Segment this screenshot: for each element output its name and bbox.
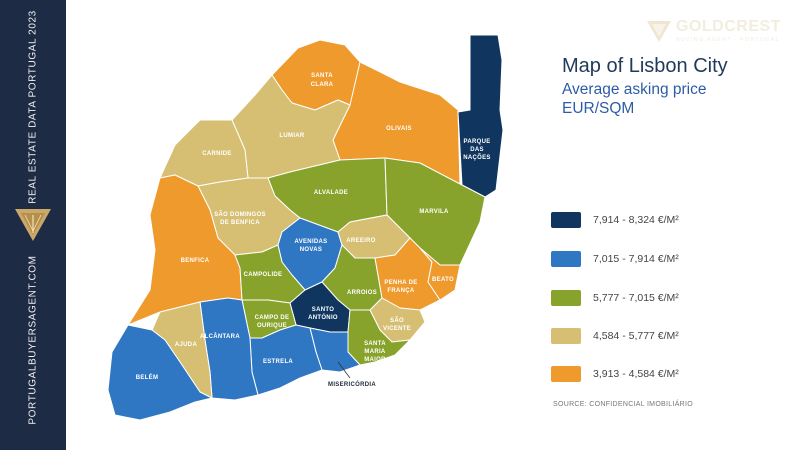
- label-penha-2: FRANÇA: [387, 288, 414, 294]
- legend-swatch: [551, 366, 581, 382]
- label-santa-maria-maior-2: MARIA: [364, 349, 386, 355]
- legend-item-tier1: 7,914 - 8,324 €/M²: [551, 212, 679, 228]
- brand-logo: GOLDCREST BUYING AGENT · PORTUGAL: [646, 18, 786, 48]
- goldcrest-icon: [647, 21, 671, 42]
- legend-item-tier4: 4,584 - 5,777 €/M²: [551, 328, 679, 344]
- label-santa-clara: SANTA: [311, 73, 333, 79]
- map-subtitle-line2: EUR/SQM: [562, 100, 635, 117]
- parish-beato[interactable]: [419, 247, 461, 301]
- sidebar: REAL ESTATE DATA PORTUGAL 2023 PORTUGALB…: [0, 0, 66, 450]
- label-campo-de-ourique-2: OURIQUE: [257, 323, 287, 329]
- legend-item-tier5: 3,913 - 4,584 €/M²: [551, 366, 679, 382]
- legend-label: 5,777 - 7,015 €/M²: [593, 292, 679, 304]
- label-arroios: ARROIOS: [347, 290, 377, 296]
- label-santo-antonio-2: ANTÓNIO: [308, 313, 338, 321]
- parish-belem[interactable]: [107, 324, 213, 421]
- label-estrela: ESTRELA: [263, 359, 293, 365]
- label-benfica: BENFICA: [181, 258, 210, 264]
- label-parque: PARQUE: [463, 139, 490, 145]
- label-parque-2: DAS: [470, 147, 484, 153]
- label-avenidas-novas-2: NOVAS: [300, 247, 322, 253]
- label-marvila: MARVILA: [419, 209, 449, 215]
- label-santa-clara-2: CLARA: [311, 82, 334, 88]
- label-alcantara: ALCÂNTARA: [200, 333, 240, 340]
- label-santa-maria-maior: SANTA: [364, 341, 386, 347]
- legend-item-tier2: 7,015 - 7,914 €/M²: [551, 251, 679, 267]
- label-sao-domingos-2: DE BENFICA: [220, 220, 260, 226]
- map-subtitle-line1: Average asking price: [562, 81, 707, 98]
- legend-swatch: [551, 251, 581, 267]
- parish-parque-das-nacoes[interactable]: [457, 34, 504, 198]
- label-sao-vicente-2: VICENTE: [383, 326, 411, 332]
- label-carnide: CARNIDE: [202, 151, 231, 157]
- label-alvalade: ALVALADE: [314, 190, 348, 196]
- legend-swatch: [551, 212, 581, 228]
- legend-label: 3,913 - 4,584 €/M²: [593, 368, 679, 380]
- label-campo-de-ourique: CAMPO DE: [255, 315, 290, 321]
- label-ajuda: AJUDA: [175, 342, 198, 348]
- label-campolide: CAMPOLIDE: [244, 272, 283, 278]
- label-parque-3: NAÇÕES: [463, 154, 490, 161]
- label-avenidas-novas: AVENIDAS: [295, 239, 328, 245]
- source-note: SOURCE: CONFIDENCIAL IMOBILIÁRIO: [553, 401, 694, 408]
- legend-label: 7,914 - 8,324 €/M²: [593, 214, 679, 226]
- label-areeiro: AREEIRO: [346, 238, 375, 244]
- label-penha: PENHA DE: [384, 280, 417, 286]
- misericordia-leader-line: [337, 361, 351, 379]
- legend-label: 7,015 - 7,914 €/M²: [593, 253, 679, 265]
- triangle-logo-icon: [15, 209, 51, 241]
- label-santa-maria-maior-3: MAIOR: [364, 357, 386, 363]
- legend-swatch: [551, 328, 581, 344]
- label-santo-antonio: SANTO: [312, 307, 334, 313]
- legend-swatch: [551, 290, 581, 306]
- label-sao-domingos: SÃO DOMINGOS: [214, 211, 266, 218]
- label-beato: BEATO: [432, 277, 454, 283]
- map-title: Map of Lisbon City: [562, 55, 728, 77]
- brand-name: GOLDCREST: [676, 18, 781, 35]
- label-belem: BELÉM: [136, 373, 159, 381]
- legend-label: 4,584 - 5,777 €/M²: [593, 330, 679, 342]
- label-lumiar: LUMIAR: [279, 133, 304, 139]
- legend-item-tier3: 5,777 - 7,015 €/M²: [551, 290, 679, 306]
- label-olivais: OLIVAIS: [386, 126, 412, 132]
- label-misericordia: MISERICÓRDIA: [328, 380, 376, 388]
- brand-tagline: BUYING AGENT · PORTUGAL: [676, 37, 780, 43]
- label-sao-vicente: SÃO: [390, 317, 404, 324]
